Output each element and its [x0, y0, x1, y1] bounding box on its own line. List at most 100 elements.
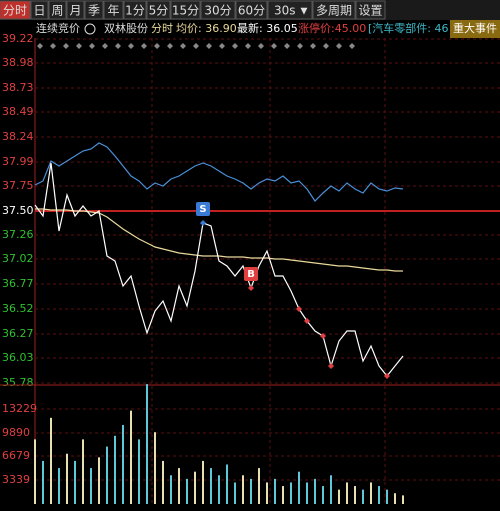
tab-label: 15分 — [172, 4, 199, 18]
volume-bar — [202, 460, 204, 504]
tab[interactable] — [312, 0, 356, 20]
tab-label: 年 — [107, 4, 119, 18]
tab[interactable] — [48, 0, 67, 20]
event-diamond — [89, 43, 95, 49]
y-tick-label: 13229 — [2, 402, 37, 415]
tab-label: 60分 — [238, 4, 265, 18]
signal-label: S — [199, 204, 206, 215]
volume-bar — [370, 482, 372, 504]
tab-label: 分时 — [3, 4, 27, 18]
y-tick-label: 37.50 — [2, 204, 34, 217]
tab-label: 多周期 — [316, 4, 352, 18]
event-diamond — [336, 43, 342, 49]
tab-label: 30分 — [204, 4, 231, 18]
events-button[interactable] — [450, 20, 500, 38]
volume-bar — [282, 486, 284, 504]
trade-dot — [328, 363, 334, 369]
volume-bar — [82, 439, 84, 504]
info-limit-up: 涨停价:45.00 — [298, 21, 366, 35]
event-diamond — [323, 43, 329, 49]
volume-bar — [266, 482, 268, 504]
event-diamond — [154, 43, 160, 49]
info-avg: 均价: 36.90 — [176, 22, 237, 35]
info-icon — [84, 23, 96, 35]
event-diamond — [76, 43, 82, 49]
tab[interactable] — [0, 0, 31, 20]
volume-bar — [314, 478, 316, 504]
volume-bar — [58, 468, 60, 504]
y-tick-label: 36.27 — [2, 327, 34, 340]
event-diamond — [63, 43, 69, 49]
tab[interactable] — [267, 0, 313, 20]
volume-bar — [194, 471, 196, 504]
tab[interactable] — [84, 0, 104, 20]
y-tick-label: 37.99 — [2, 155, 34, 168]
y-tick-label: 38.49 — [2, 105, 34, 118]
y-tick-label: 37.75 — [2, 179, 34, 192]
trade-dot — [296, 306, 302, 312]
y-tick-label: 36.52 — [2, 302, 34, 315]
event-diamond — [245, 43, 251, 49]
event-diamond — [206, 43, 212, 49]
tab-label: 30s — [274, 4, 296, 18]
volume-bar — [258, 468, 260, 504]
volume-bar — [66, 453, 68, 504]
volume-bar — [362, 489, 364, 504]
tab[interactable] — [355, 0, 386, 20]
volume-bar — [162, 460, 164, 504]
volume-bar — [178, 468, 180, 504]
volume-bar — [90, 468, 92, 504]
event-diamond — [219, 43, 225, 49]
tab[interactable] — [146, 0, 171, 20]
trade-dot — [384, 373, 390, 379]
trade-dot — [320, 333, 326, 339]
event-diamond — [37, 43, 43, 49]
event-diamond — [102, 43, 108, 49]
volume-bar — [250, 478, 252, 504]
event-diamond — [180, 43, 186, 49]
volume-bar — [346, 482, 348, 504]
tab[interactable] — [30, 0, 49, 20]
volume-bar — [186, 478, 188, 504]
tab[interactable] — [170, 0, 201, 20]
y-tick-label: 37.26 — [2, 228, 34, 241]
event-diamond — [349, 43, 355, 49]
volume-bar — [290, 482, 292, 504]
tab[interactable] — [200, 0, 236, 20]
volume-bar — [34, 439, 36, 504]
event-diamond — [284, 43, 290, 49]
price-line — [34, 162, 404, 377]
tab-label: 季 — [88, 4, 100, 18]
event-diamond — [50, 43, 56, 49]
volume-bar — [130, 410, 132, 504]
y-tick-label: 39.22 — [2, 32, 34, 45]
volume-bar — [330, 475, 332, 504]
y-tick-label: 9890 — [2, 426, 30, 439]
volume-bar — [74, 460, 76, 504]
tab-label: 1分 — [125, 4, 145, 18]
event-diamond — [128, 43, 134, 49]
event-diamond — [310, 43, 316, 49]
event-diamond — [258, 43, 264, 49]
volume-bar — [122, 425, 124, 504]
dropdown-arrow: ▼ — [301, 7, 308, 17]
y-tick-label: 38.24 — [2, 130, 34, 143]
tab[interactable] — [66, 0, 85, 20]
tab-label: 周 — [51, 4, 63, 18]
volume-bar — [138, 439, 140, 504]
y-tick-label: 6679 — [2, 449, 30, 462]
tab-label: 5分 — [149, 4, 169, 18]
event-diamond — [141, 43, 147, 49]
info-status: 连续竞价 — [36, 21, 80, 35]
signal-badge — [244, 267, 258, 281]
events-label[interactable]: 重大事件 — [453, 21, 497, 35]
tab[interactable] — [235, 0, 268, 20]
event-diamond — [115, 43, 121, 49]
volume-bar — [50, 417, 52, 504]
volume-bar — [274, 478, 276, 504]
event-diamond — [232, 43, 238, 49]
tab[interactable] — [103, 0, 124, 20]
tab-label: 设置 — [358, 4, 382, 18]
volume-bar — [242, 475, 244, 504]
tab[interactable] — [123, 0, 147, 20]
